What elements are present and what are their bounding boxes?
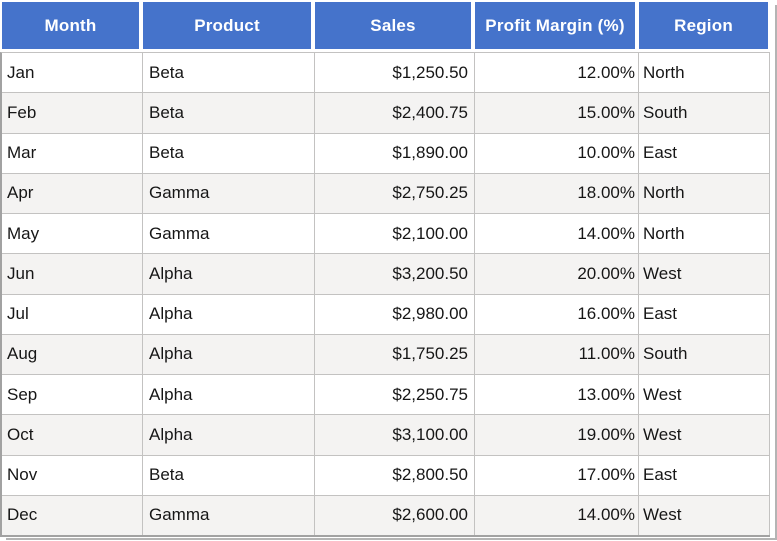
cell-month: Sep [2, 375, 143, 415]
cell-month: Mar [2, 133, 143, 173]
table-row: Feb Beta $2,400.75 15.00% South [2, 93, 770, 134]
cell-month: Jul [2, 294, 143, 334]
cell-profit-margin: 11.00% [475, 334, 639, 374]
cell-profit-margin: 14.00% [475, 214, 639, 254]
cell-product: Gamma [143, 495, 315, 535]
cell-sales: $2,400.75 [315, 93, 475, 133]
table-row: Mar Beta $1,890.00 10.00% East [2, 133, 770, 174]
table-row: Apr Gamma $2,750.25 18.00% North [2, 173, 770, 214]
cell-region: East [639, 294, 770, 334]
cell-sales: $1,750.25 [315, 334, 475, 374]
table-drop-shadow [6, 5, 777, 540]
cell-product: Alpha [143, 294, 315, 334]
cell-product: Beta [143, 93, 315, 133]
cell-month: Feb [2, 93, 143, 133]
cell-month: Aug [2, 334, 143, 374]
cell-profit-margin: 20.00% [475, 254, 639, 294]
header-cell-sales: Sales [315, 2, 471, 49]
cell-product: Alpha [143, 415, 315, 455]
table-row: Nov Beta $2,800.50 17.00% East [2, 455, 770, 496]
cell-profit-margin: 15.00% [475, 93, 639, 133]
cell-sales: $2,600.00 [315, 495, 475, 535]
cell-sales: $2,980.00 [315, 294, 475, 334]
table-header-row: Month Product Sales Profit Margin (%) Region [0, 0, 770, 52]
cell-product: Alpha [143, 254, 315, 294]
cell-region: West [639, 254, 770, 294]
table-row: Dec Gamma $2,600.00 14.00% West [2, 495, 770, 535]
cell-region: North [639, 173, 770, 213]
cell-region: West [639, 495, 770, 535]
cell-sales: $2,100.00 [315, 214, 475, 254]
cell-product: Alpha [143, 334, 315, 374]
table-row: Oct Alpha $3,100.00 19.00% West [2, 415, 770, 456]
cell-profit-margin: 10.00% [475, 133, 639, 173]
cell-region: East [639, 133, 770, 173]
cell-region: East [639, 455, 770, 495]
cell-sales: $2,800.50 [315, 455, 475, 495]
cell-product: Alpha [143, 375, 315, 415]
cell-sales: $1,250.50 [315, 53, 475, 93]
cell-region: North [639, 53, 770, 93]
cell-profit-margin: 13.00% [475, 375, 639, 415]
table-row: Sep Alpha $2,250.75 13.00% West [2, 375, 770, 416]
cell-product: Gamma [143, 173, 315, 213]
cell-profit-margin: 14.00% [475, 495, 639, 535]
cell-sales: $2,750.25 [315, 173, 475, 213]
cell-profit-margin: 12.00% [475, 53, 639, 93]
table-row: Jul Alpha $2,980.00 16.00% East [2, 294, 770, 335]
table-row: May Gamma $2,100.00 14.00% North [2, 214, 770, 255]
cell-region: South [639, 334, 770, 374]
cell-month: Jun [2, 254, 143, 294]
cell-sales: $2,250.75 [315, 375, 475, 415]
table-row: Jan Beta $1,250.50 12.00% North [2, 53, 770, 94]
header-cell-month: Month [2, 2, 139, 49]
cell-month: Jan [2, 53, 143, 93]
cell-profit-margin: 18.00% [475, 173, 639, 213]
cell-region: South [639, 93, 770, 133]
cell-month: Apr [2, 173, 143, 213]
cell-region: West [639, 375, 770, 415]
cell-profit-margin: 19.00% [475, 415, 639, 455]
cell-sales: $1,890.00 [315, 133, 475, 173]
cell-region: North [639, 214, 770, 254]
cell-month: May [2, 214, 143, 254]
table-row: Jun Alpha $3,200.50 20.00% West [2, 254, 770, 295]
cell-month: Oct [2, 415, 143, 455]
table-row: Aug Alpha $1,750.25 11.00% South [2, 334, 770, 375]
cell-product: Beta [143, 53, 315, 93]
header-cell-profit-margin: Profit Margin (%) [475, 2, 635, 49]
header-cell-product: Product [143, 2, 311, 49]
header-cell-region: Region [639, 2, 768, 49]
cell-product: Gamma [143, 214, 315, 254]
table-body: Jan Beta $1,250.50 12.00% North Feb Beta $2,400… [0, 52, 770, 537]
cell-sales: $3,200.50 [315, 254, 475, 294]
cell-month: Dec [2, 495, 143, 535]
cell-profit-margin: 17.00% [475, 455, 639, 495]
cell-region: West [639, 415, 770, 455]
cell-product: Beta [143, 455, 315, 495]
cell-product: Beta [143, 133, 315, 173]
cell-sales: $3,100.00 [315, 415, 475, 455]
cell-profit-margin: 16.00% [475, 294, 639, 334]
cell-month: Nov [2, 455, 143, 495]
